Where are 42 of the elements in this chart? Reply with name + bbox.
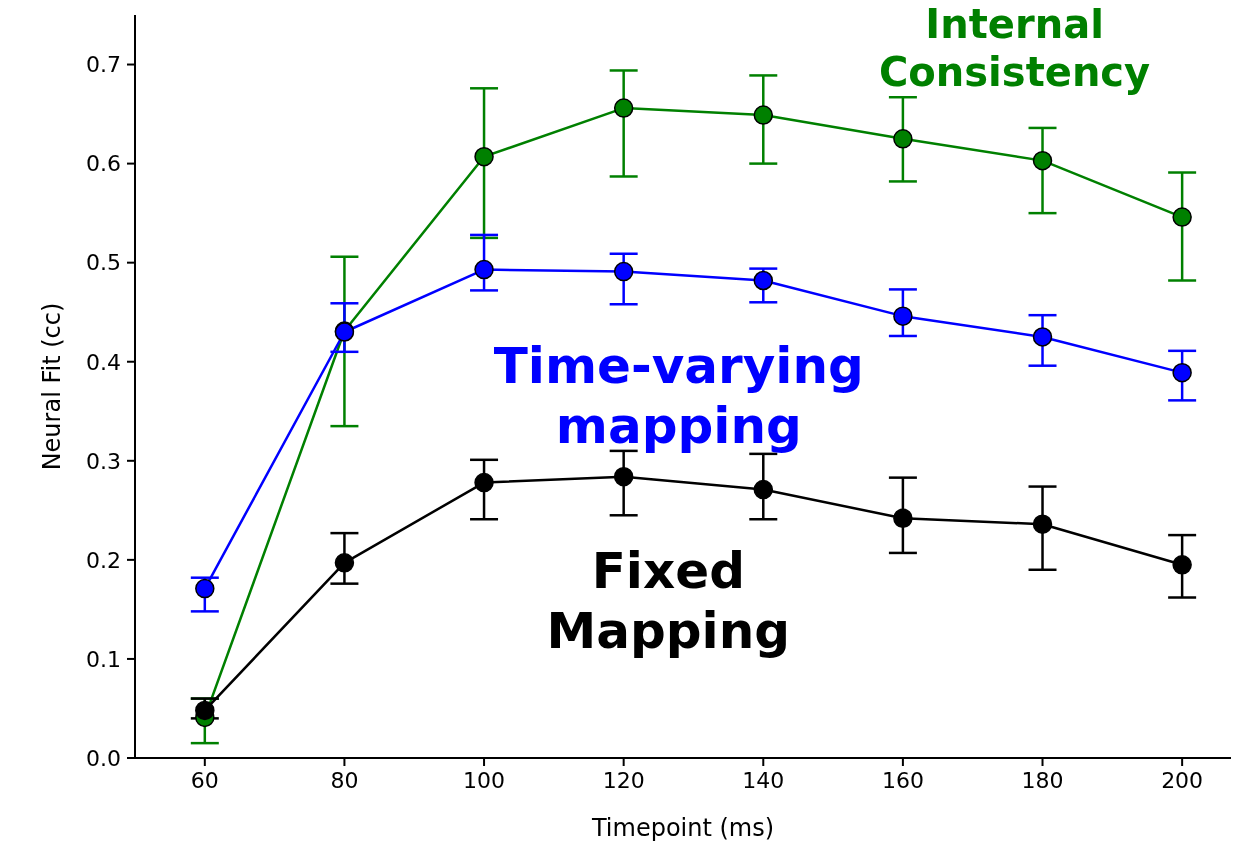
point — [613, 98, 634, 118]
y-tick-label: 0.4 — [86, 349, 121, 375]
x-tick-label: 160 — [881, 767, 924, 793]
y-tick-label: 0.0 — [86, 745, 121, 771]
point — [613, 261, 634, 282]
series-label: Time-varying mapping — [493, 337, 864, 456]
y-tick-label: 0.2 — [86, 547, 121, 573]
x-tick-label: 100 — [463, 767, 506, 793]
x-tick-label: 140 — [742, 767, 785, 793]
point — [753, 270, 774, 291]
point — [613, 466, 634, 487]
point — [474, 259, 494, 280]
point — [474, 472, 494, 493]
x-tick-label: 120 — [602, 767, 645, 793]
point — [893, 306, 913, 326]
point — [753, 479, 774, 500]
point — [1172, 362, 1192, 383]
x-axis-title: Timepoint (ms) — [590, 814, 775, 842]
y-tick-label: 0.1 — [86, 646, 121, 672]
y-tick-label: 0.5 — [86, 250, 121, 276]
x-tick-label: 200 — [1161, 767, 1204, 793]
y-tick-label: 0.6 — [86, 151, 121, 177]
x-tick-label: 180 — [1021, 767, 1064, 793]
point — [1032, 327, 1053, 347]
series-label: Internal Consistency — [879, 0, 1151, 95]
point — [753, 105, 774, 125]
point — [334, 553, 355, 573]
series-label: Fixed Mapping — [546, 542, 791, 661]
point — [893, 129, 913, 149]
x-tick-label: 60 — [190, 767, 219, 793]
point — [1032, 150, 1053, 171]
point — [195, 578, 215, 599]
point — [893, 508, 913, 529]
point — [1172, 555, 1192, 575]
x-tick-label: 80 — [330, 767, 359, 793]
y-tick-label: 0.7 — [86, 52, 121, 78]
point — [195, 700, 215, 721]
point — [1172, 207, 1192, 227]
y-axis-title: Neural Fit (cc) — [37, 302, 66, 471]
y-tick-label: 0.3 — [86, 448, 121, 474]
point — [474, 146, 494, 167]
point — [1032, 514, 1053, 534]
